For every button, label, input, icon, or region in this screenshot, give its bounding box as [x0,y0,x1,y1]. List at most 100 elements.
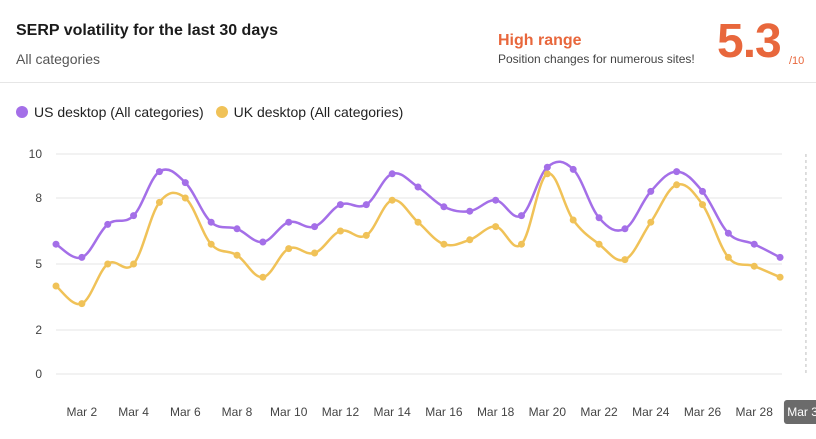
data-point-uk[interactable] [595,240,603,248]
legend-label-us: US desktop (All categories) [34,104,204,120]
x-tick-label: Mar 14 [374,405,412,419]
x-tick-label: Mar 8 [222,405,253,419]
data-point-us[interactable] [311,223,319,231]
x-tick-label: Mar 30 [787,405,816,419]
data-point-uk[interactable] [673,181,681,189]
data-point-uk[interactable] [750,262,758,270]
x-tick-label: Mar 6 [170,405,201,419]
x-tick-label: Mar 28 [736,405,774,419]
data-point-us[interactable] [647,187,655,195]
range-description: Position changes for numerous sites! [498,52,695,66]
volatility-score: 5.3 [717,15,782,68]
data-point-uk[interactable] [52,282,60,290]
data-point-us[interactable] [595,214,603,222]
data-point-us[interactable] [569,165,577,173]
data-point-uk[interactable] [647,218,655,226]
series-line-uk [55,172,781,306]
x-tick-label: Mar 2 [67,405,98,419]
legend-dot-uk [215,106,228,118]
series-points [52,163,784,308]
data-point-uk[interactable] [492,223,500,231]
y-tick-label: 2 [35,323,42,337]
data-point-uk[interactable] [233,251,241,259]
data-point-uk[interactable] [311,249,319,257]
legend-dot-us [16,106,28,118]
data-point-us[interactable] [776,253,784,261]
data-point-us[interactable] [414,183,422,191]
data-point-us[interactable] [673,168,681,176]
legend-item-us[interactable]: US desktop (All categories) [16,104,204,120]
chart-legend: US desktop (All categories) UK desktop (… [16,104,415,120]
x-tick-label: Mar 4 [118,405,149,419]
x-tick-label: Mar 16 [425,405,463,419]
data-point-uk[interactable] [285,245,293,253]
legend-label-uk: UK desktop (All categories) [233,104,404,120]
data-point-uk[interactable] [207,240,215,248]
score-denominator: /10 [789,55,805,67]
y-tick-label: 10 [29,147,43,161]
data-point-uk[interactable] [724,253,732,261]
data-point-uk[interactable] [362,231,370,239]
data-point-uk[interactable] [543,170,551,178]
data-point-us[interactable] [130,212,138,220]
category-subtitle: All categories [16,51,101,67]
data-point-uk[interactable] [440,240,448,248]
data-point-us[interactable] [155,168,163,176]
data-point-uk[interactable] [776,273,784,281]
data-point-us[interactable] [259,238,267,246]
x-tick-label: Mar 24 [632,405,670,419]
data-point-uk[interactable] [517,240,525,248]
x-tick-active-bg [783,400,816,424]
data-point-us[interactable] [78,253,86,261]
data-point-uk[interactable] [466,236,474,244]
data-point-uk[interactable] [78,300,86,308]
series-lines [55,160,781,306]
y-tick-label: 0 [35,367,42,381]
data-point-us[interactable] [621,225,629,233]
header-divider [0,82,816,83]
data-point-us[interactable] [104,220,112,228]
data-point-us[interactable] [362,201,370,209]
legend-item-uk[interactable]: UK desktop (All categories) [215,104,404,120]
data-point-uk[interactable] [414,218,422,226]
data-point-uk[interactable] [181,194,189,202]
x-tick-label: Mar 10 [270,405,308,419]
data-point-us[interactable] [750,240,758,248]
data-point-uk[interactable] [699,201,706,209]
data-point-uk[interactable] [569,216,577,224]
series-line-us [55,160,781,260]
x-tick-label: Mar 20 [529,405,567,419]
data-point-us[interactable] [52,240,60,248]
data-point-uk[interactable] [259,273,267,281]
x-tick-label: Mar 18 [477,405,515,419]
data-point-us[interactable] [285,218,293,226]
x-tick-label: Mar 22 [580,405,618,419]
data-point-us[interactable] [233,225,241,233]
x-tick-label: Mar 12 [322,405,360,419]
data-point-us[interactable] [207,218,215,226]
data-point-uk[interactable] [621,256,629,264]
x-axis-ticks: Mar 2 Mar 4 Mar 6 Mar 8 Mar 10 Mar 12 Mar 14 Ma… [67,400,816,424]
data-point-us[interactable] [440,203,448,211]
data-point-uk[interactable] [104,260,112,268]
data-point-uk[interactable] [155,198,163,206]
data-point-us[interactable] [181,179,189,187]
x-tick-label: Mar 26 [684,405,722,419]
data-point-us[interactable] [517,212,525,220]
data-point-us[interactable] [466,207,474,215]
data-point-us[interactable] [724,229,732,237]
chart-title: SERP volatility for the last 30 days [16,22,279,39]
data-point-uk[interactable] [130,260,138,268]
data-point-us[interactable] [388,170,396,178]
data-point-uk[interactable] [388,196,396,204]
data-point-us[interactable] [336,201,344,209]
data-point-us[interactable] [699,187,706,195]
data-point-us[interactable] [543,163,551,171]
y-tick-label: 8 [35,191,42,205]
data-point-uk[interactable] [336,227,344,235]
y-tick-label: 5 [35,257,42,271]
range-title: High range [498,32,582,49]
y-axis-ticks: 0 2 5 8 10 [29,147,43,381]
data-point-us[interactable] [492,196,500,204]
